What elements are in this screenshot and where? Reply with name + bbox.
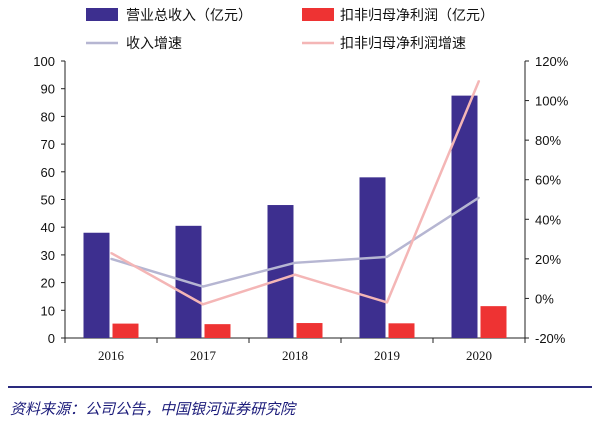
left-tick-label: 50 — [41, 193, 55, 208]
revenue-growth-line-point — [478, 196, 480, 199]
x-tick-label: 2016 — [98, 348, 125, 363]
left-tick-label: 10 — [41, 303, 55, 318]
profit-bar — [388, 323, 415, 338]
left-tick-label: 90 — [41, 82, 55, 97]
revenue-bar — [451, 95, 478, 338]
revenue-bar — [83, 232, 110, 338]
left-tick-label: 0 — [48, 331, 55, 346]
left-tick-label: 60 — [41, 165, 55, 180]
profit-growth-line-point — [110, 252, 112, 254]
x-tick-label: 2020 — [466, 348, 492, 363]
profit-growth-line-point — [294, 273, 296, 276]
revenue-growth-line-point — [202, 285, 204, 288]
right-tick-label: -20% — [535, 331, 566, 346]
right-axis-ticks: -20% 0% 20% 40% 60% 80% 100% 120% — [525, 54, 569, 346]
revenue-growth-line-point — [110, 258, 112, 260]
revenue-growth-line-point — [386, 256, 388, 258]
growth-lines — [110, 79, 481, 306]
right-tick-label: 100% — [535, 94, 569, 109]
right-tick-label: 60% — [535, 173, 561, 188]
profit-bar — [480, 306, 507, 338]
profit-bar — [112, 323, 139, 338]
left-tick-label: 40 — [41, 220, 55, 235]
right-tick-label: 0% — [535, 291, 554, 306]
legend-swatch-revenue — [86, 8, 118, 21]
profit-bar — [296, 323, 323, 338]
x-axis-ticks: 2016 2017 2018 2019 2020 — [64, 338, 526, 363]
x-tick-label: 2017 — [190, 348, 217, 363]
right-tick-label: 40% — [535, 212, 561, 227]
revenue-growth-line-point — [294, 262, 296, 264]
revenue-bar — [267, 205, 294, 338]
left-tick-label: 70 — [41, 137, 55, 152]
profit-growth-line-point — [202, 303, 204, 306]
x-tick-label: 2019 — [374, 348, 400, 363]
legend-label-revenue: 营业总收入（亿元） — [126, 8, 252, 24]
legend-label-revenue-growth: 收入增速 — [126, 36, 182, 52]
x-tick-label: 2018 — [282, 348, 308, 363]
legend-label-profit: 扣非归母净利润（亿元） — [340, 7, 494, 24]
left-tick-label: 100 — [33, 54, 55, 69]
right-tick-label: 120% — [535, 54, 569, 69]
profit-growth-line-point — [478, 79, 480, 82]
right-tick-label: 20% — [535, 252, 561, 267]
profit-growth-line-point — [386, 301, 388, 304]
bars — [83, 95, 507, 338]
left-tick-label: 80 — [41, 109, 55, 124]
left-tick-label: 20 — [41, 276, 55, 291]
left-axis-ticks: 0 10 20 30 40 50 60 70 80 90 100 — [33, 54, 65, 346]
left-tick-label: 30 — [41, 248, 55, 263]
legend: 营业总收入（亿元） 扣非归母净利润（亿元） 收入增速 扣非归母净利润增速 — [86, 7, 494, 52]
legend-label-profit-growth: 扣非归母净利润增速 — [340, 35, 466, 52]
source-note: 资料来源：公司公告，中国银河证券研究院 — [10, 400, 297, 418]
profit-growth-line — [110, 80, 481, 306]
profit-bar — [204, 324, 231, 338]
right-tick-label: 80% — [535, 133, 561, 148]
legend-swatch-profit — [302, 8, 334, 21]
